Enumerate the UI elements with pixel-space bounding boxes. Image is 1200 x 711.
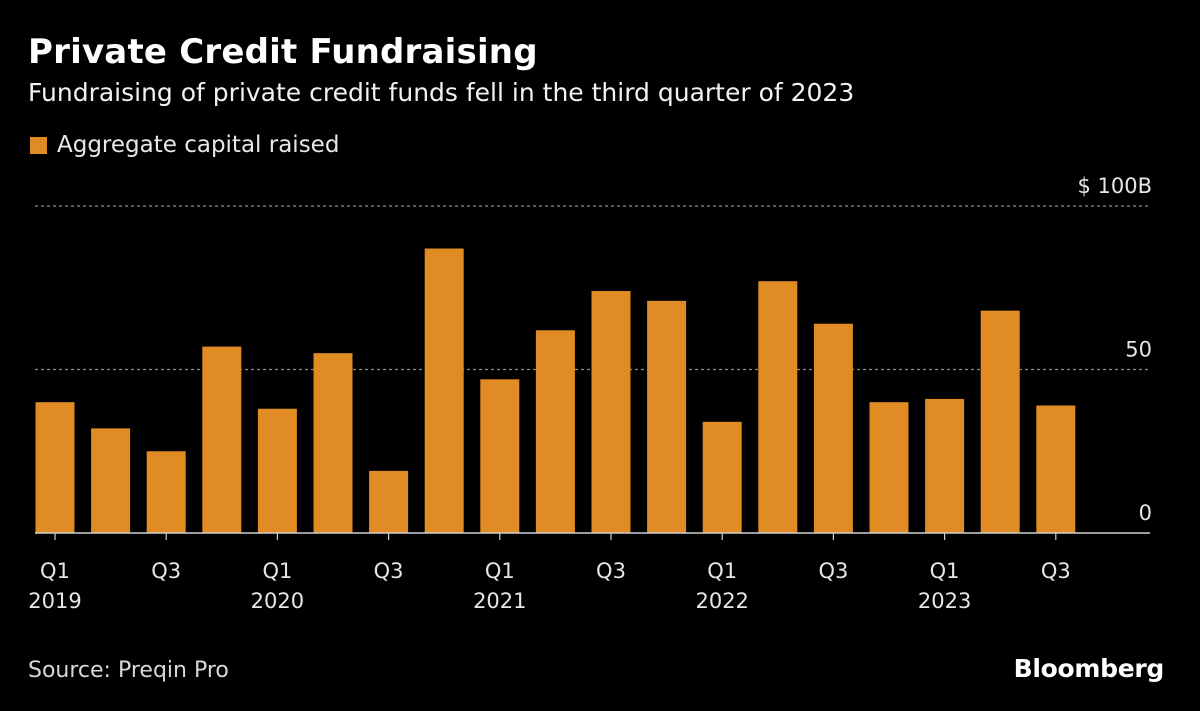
- bar: [702, 421, 742, 533]
- bar: [369, 470, 409, 533]
- bar: [202, 346, 242, 533]
- x-tick-label: Q1: [262, 559, 292, 583]
- bar: [91, 428, 131, 533]
- legend: Aggregate capital raised: [30, 132, 339, 158]
- bar: [1036, 405, 1076, 533]
- y-tick-label: 50: [1125, 338, 1152, 362]
- x-tick-label: Q1: [40, 559, 70, 583]
- legend-swatch: [30, 136, 47, 154]
- chart-subtitle: Fundraising of private credit funds fell…: [28, 78, 855, 107]
- bar: [535, 330, 575, 533]
- x-tick-year-label: 2021: [473, 589, 526, 613]
- x-tick-label: Q1: [485, 559, 515, 583]
- x-tick-label: Q1: [707, 559, 737, 583]
- y-tick-label: 0: [1139, 501, 1152, 525]
- bloomberg-logo: Bloomberg: [1013, 654, 1165, 683]
- bar: [424, 248, 464, 533]
- bar: [146, 451, 186, 533]
- bar: [35, 402, 75, 533]
- bar: [980, 310, 1020, 533]
- x-tick-label: Q3: [374, 559, 404, 583]
- bar: [758, 281, 798, 533]
- x-tick-label: Q3: [596, 559, 626, 583]
- x-tick-label: Q1: [930, 559, 960, 583]
- bar: [257, 408, 297, 533]
- bar: [925, 398, 965, 533]
- bar: [869, 402, 909, 533]
- x-tick-label: Q3: [818, 559, 848, 583]
- bar: [591, 291, 631, 533]
- bar: [813, 323, 853, 533]
- y-tick-label: $ 100B: [1077, 174, 1152, 198]
- bar: [313, 353, 353, 533]
- x-tick-label: Q3: [151, 559, 181, 583]
- x-tick-label: Q3: [1041, 559, 1071, 583]
- legend-label: Aggregate capital raised: [57, 132, 340, 158]
- chart-title: Private Credit Fundraising: [28, 32, 538, 72]
- x-tick-year-label: 2022: [695, 589, 748, 613]
- x-tick-year-label: 2019: [28, 589, 81, 613]
- source-note: Source: Preqin Pro: [28, 658, 229, 683]
- x-tick-year-label: 2020: [251, 589, 304, 613]
- x-tick-year-label: 2023: [918, 589, 971, 613]
- bar: [647, 300, 687, 533]
- bar: [480, 379, 520, 533]
